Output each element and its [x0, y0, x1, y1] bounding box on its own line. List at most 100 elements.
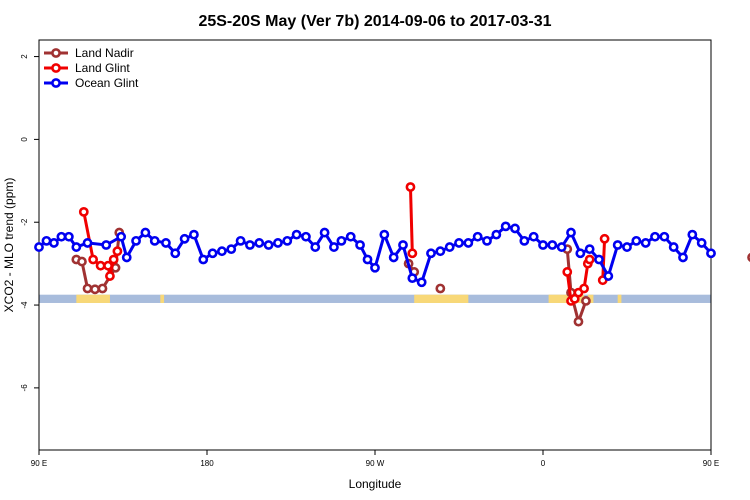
data-point: [581, 296, 591, 306]
data-point: [379, 229, 390, 240]
legend-marker: [51, 48, 61, 58]
data-point: [562, 267, 573, 277]
y-tick-label: 0: [20, 137, 29, 142]
data-point: [519, 235, 530, 246]
y-axis-label: XCO2 - MLO trend (ppm): [2, 178, 16, 313]
data-point: [245, 240, 255, 250]
chart-title: 25S-20S May (Ver 7b) 2014-09-06 to 2017-…: [198, 13, 551, 30]
x-tick-label: 90 E: [31, 459, 47, 468]
data-point: [71, 242, 82, 252]
data-point: [584, 254, 595, 265]
data-point: [319, 227, 330, 238]
y-tick-label: -2: [20, 218, 29, 226]
data-point: [301, 231, 311, 242]
data-point: [370, 262, 380, 273]
data-point: [640, 238, 651, 248]
data-point: [101, 240, 112, 250]
data-point: [528, 231, 539, 242]
data-point: [170, 248, 181, 259]
data-point: [121, 252, 132, 263]
data-point: [345, 231, 356, 242]
data-point: [82, 238, 93, 248]
data-point: [235, 235, 246, 246]
data-point: [538, 240, 548, 250]
data-point: [547, 240, 558, 250]
plot-frame: [38, 39, 712, 451]
x-tick-label: 90 W: [366, 459, 385, 468]
land-band-segment: [587, 294, 594, 303]
legend-label: Land Nadir: [75, 46, 134, 60]
data-point: [116, 231, 127, 242]
land-band-segment: [548, 294, 585, 303]
data-point: [207, 248, 218, 259]
data-point: [491, 229, 502, 240]
data-point: [103, 260, 113, 271]
data-point: [500, 221, 511, 232]
legend-marker: [51, 63, 61, 73]
land-band-segment: [160, 294, 165, 303]
data-point: [687, 229, 698, 240]
data-point: [226, 244, 237, 255]
data-point: [263, 240, 274, 250]
data-point: [34, 242, 44, 252]
data-point: [566, 227, 576, 238]
data-point: [556, 242, 567, 252]
data-point: [161, 238, 171, 248]
data-point: [95, 260, 106, 271]
data-point: [584, 244, 595, 255]
data-point: [435, 283, 446, 294]
data-point: [388, 252, 399, 263]
data-point: [329, 242, 339, 252]
legend-label: Ocean Glint: [75, 76, 139, 90]
data-point: [472, 231, 483, 242]
data-point: [49, 238, 59, 248]
data-point: [90, 284, 100, 295]
data-point: [189, 229, 199, 240]
legend-marker: [51, 78, 61, 88]
data-point: [179, 233, 190, 244]
data-point: [454, 238, 464, 248]
data-point: [444, 242, 455, 252]
data-point: [579, 283, 589, 294]
data-point: [510, 223, 520, 234]
x-tick-label: 90 E: [703, 459, 719, 468]
data-point: [88, 254, 99, 265]
data-point: [706, 248, 716, 259]
data-point: [426, 248, 436, 259]
data-point: [575, 248, 586, 259]
land-band-segment: [414, 294, 469, 303]
x-axis-label: Longitude: [349, 477, 402, 491]
data-point: [217, 246, 227, 257]
y-tick-label: 2: [20, 54, 29, 59]
data-point: [594, 254, 604, 265]
data-point: [599, 233, 610, 244]
data-point: [407, 248, 418, 259]
data-point: [291, 229, 302, 240]
data-point: [668, 242, 679, 252]
data-point: [416, 277, 427, 288]
data-point: [105, 271, 115, 281]
data-point: [336, 235, 347, 246]
data-point: [603, 271, 614, 281]
data-point: [108, 254, 119, 265]
data-point: [41, 235, 52, 246]
data-point: [82, 283, 93, 294]
ocean-band: [39, 294, 711, 303]
data-point: [355, 240, 365, 250]
data-point: [78, 206, 89, 217]
data-point: [622, 242, 632, 252]
data-point: [273, 238, 283, 248]
data-point: [362, 254, 373, 265]
data-point: [77, 256, 87, 267]
data-point: [63, 231, 74, 242]
data-point: [573, 316, 584, 327]
y-tick-label: -6: [20, 384, 29, 392]
data-point: [310, 242, 321, 252]
data-point: [198, 254, 209, 265]
data-point: [612, 240, 623, 250]
land-band-segment: [617, 294, 622, 303]
data-point: [435, 246, 446, 257]
data-point: [131, 235, 141, 246]
